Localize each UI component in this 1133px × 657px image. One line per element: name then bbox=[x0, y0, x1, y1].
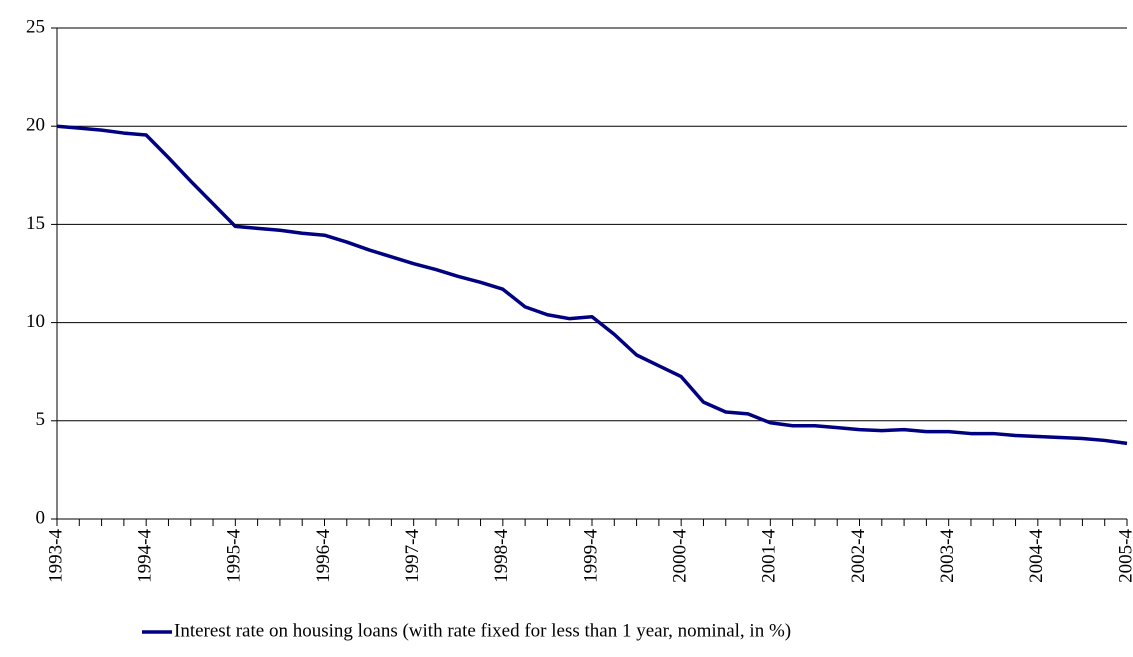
y-tick-label: 20 bbox=[26, 115, 45, 136]
x-tick-label: 1994-4 bbox=[135, 529, 156, 583]
x-tick-label: 1996-4 bbox=[313, 529, 334, 583]
x-tick-label: 2001-4 bbox=[759, 529, 780, 583]
x-tick-label: 1995-4 bbox=[224, 529, 245, 583]
x-tick-label: 2005-4 bbox=[1115, 529, 1133, 583]
x-tick-label: 2003-4 bbox=[937, 529, 958, 583]
x-tick-label: 1997-4 bbox=[402, 529, 423, 583]
x-tick-label: 2000-4 bbox=[670, 529, 691, 583]
x-tick-label: 1999-4 bbox=[580, 529, 601, 583]
y-tick-label: 10 bbox=[26, 311, 45, 332]
x-tick-label: 2002-4 bbox=[848, 529, 869, 583]
y-tick-label: 25 bbox=[26, 16, 45, 37]
legend-label: Interest rate on housing loans (with rat… bbox=[174, 620, 791, 641]
x-tick-label: 1993-4 bbox=[45, 529, 66, 583]
x-tick-label: 1998-4 bbox=[491, 529, 512, 583]
y-tick-label: 5 bbox=[36, 409, 46, 430]
y-tick-label: 15 bbox=[26, 213, 45, 234]
y-tick-label: 0 bbox=[36, 507, 46, 528]
data-line bbox=[56, 124, 1128, 446]
x-tick-label: 2004-4 bbox=[1026, 529, 1047, 583]
